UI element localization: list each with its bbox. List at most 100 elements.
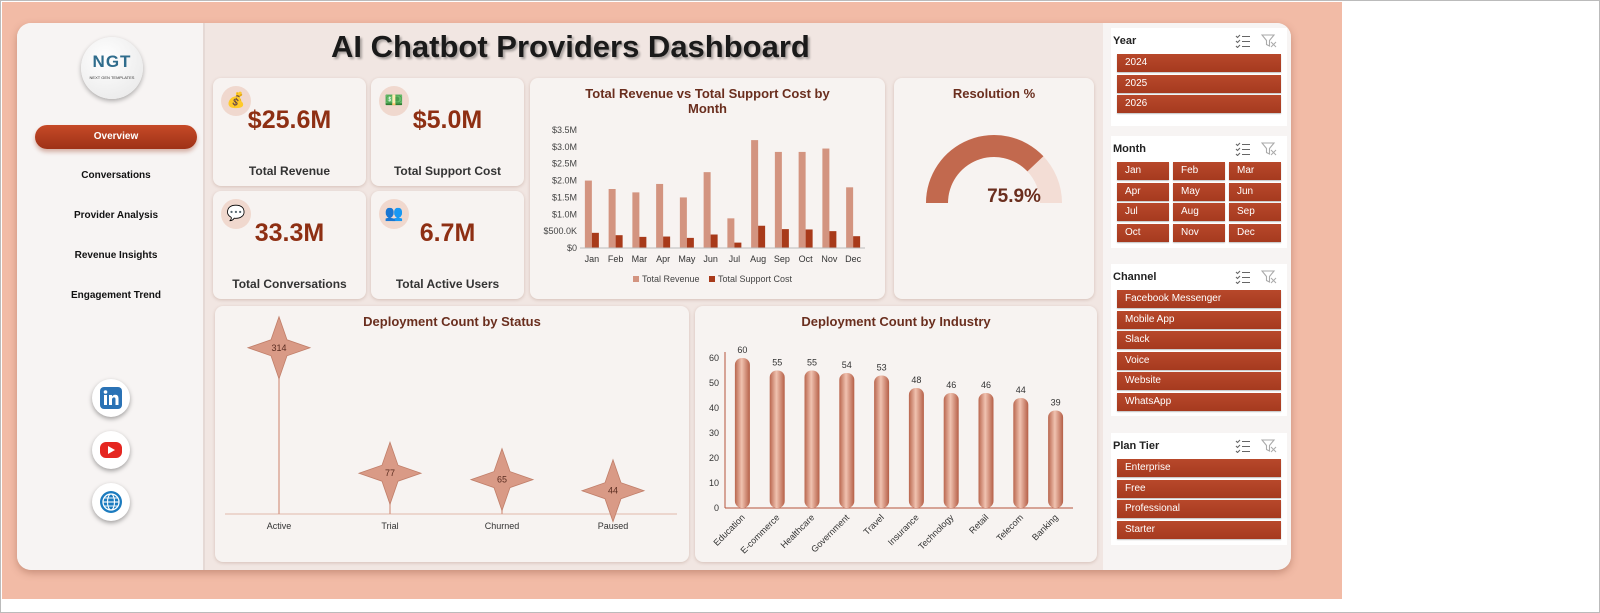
- slicer-item[interactable]: 2024: [1117, 54, 1281, 72]
- slicer-item[interactable]: Professional: [1117, 500, 1281, 519]
- slicer-item[interactable]: Facebook Messenger: [1117, 290, 1281, 308]
- x-tick-label: Jul: [729, 254, 741, 264]
- multi-select-icon[interactable]: [1235, 142, 1251, 157]
- nav-revenue-insights[interactable]: Revenue Insights: [74, 250, 158, 261]
- slicer-item[interactable]: WhatsApp: [1117, 393, 1281, 411]
- y-tick-label: 60: [709, 353, 719, 363]
- y-tick-label: 20: [709, 453, 719, 463]
- linkedin-button[interactable]: [92, 379, 130, 417]
- gauge-fill: [926, 134, 1044, 203]
- slicer-item[interactable]: Mobile App: [1117, 310, 1281, 329]
- nav-overview[interactable]: Overview: [35, 125, 197, 149]
- revenue-vs-cost-chart-card: Total Revenue vs Total Support Cost by M…: [530, 78, 885, 299]
- slicer-header: Year: [1111, 28, 1287, 52]
- slicer-header: Plan Tier: [1111, 433, 1287, 457]
- slicer-item[interactable]: Apr: [1117, 182, 1169, 201]
- page-title: AI Chatbot Providers Dashboard: [331, 29, 810, 64]
- revenue-bar: [608, 189, 616, 248]
- kpi-value: $5.0M: [412, 106, 483, 134]
- slicer-item[interactable]: Website: [1117, 372, 1281, 391]
- industry-data-label: 46: [981, 380, 991, 390]
- sidebar: NGT NEXT GEN TEMPLATES Overview Conversa…: [17, 23, 205, 570]
- kpi-label: Total Support Cost: [393, 164, 502, 178]
- slicer-item[interactable]: May: [1173, 182, 1225, 201]
- logo: NGT NEXT GEN TEMPLATES: [81, 37, 143, 99]
- slicer-item[interactable]: Aug: [1173, 203, 1225, 222]
- industry-data-label: 60: [737, 345, 747, 355]
- clear-filter-icon[interactable]: [1260, 270, 1277, 284]
- kpi-label: Total Revenue: [248, 164, 331, 178]
- resolution-gauge: 75.9%: [926, 134, 1062, 207]
- resolution-gauge-card: Resolution % 75.9%: [894, 78, 1094, 299]
- revenue-bar: [822, 148, 830, 248]
- slicer-item[interactable]: Dec: [1229, 223, 1281, 242]
- logo-subtitle: NEXT GEN TEMPLATES: [89, 75, 135, 80]
- kpi-card-total-support-cost: 💵 $5.0M Total Support Cost: [371, 78, 524, 186]
- multi-select-icon[interactable]: [1235, 439, 1251, 454]
- x-tick-label: Jan: [585, 254, 600, 264]
- revenue-vs-cost-chart: $0 $500.0K $1.0M $1.5M $2.0M $2.5M $3.0M $3.5M J…: [543, 125, 865, 284]
- chart-title: Resolution %: [952, 86, 1036, 101]
- status-data-label: 314: [271, 343, 286, 353]
- slicer-item[interactable]: Enterprise: [1117, 459, 1281, 477]
- slicer-title: Month: [1113, 143, 1146, 155]
- support-cost-bar: [805, 229, 813, 248]
- slicer-item[interactable]: Free: [1117, 479, 1281, 498]
- x-tick-label: Technology: [916, 512, 956, 552]
- revenue-bar: [703, 172, 711, 248]
- industry-data-label: 55: [772, 358, 782, 368]
- slicer-item[interactable]: Jul: [1117, 203, 1169, 222]
- revenue-bar: [679, 197, 687, 248]
- x-tick-label: Feb: [608, 254, 624, 264]
- legend-swatch-revenue: [633, 276, 639, 282]
- revenue-bar: [774, 151, 782, 248]
- support-cost-bar: [829, 231, 837, 248]
- slicer-item[interactable]: Feb: [1173, 162, 1225, 180]
- industry-data-label: 39: [1051, 398, 1061, 408]
- multi-select-icon[interactable]: [1235, 34, 1251, 49]
- industry-bar: [978, 393, 994, 508]
- x-tick-label: Retail: [967, 512, 990, 535]
- support-cost-bar: [663, 236, 671, 248]
- slicer-item[interactable]: Jun: [1229, 182, 1281, 201]
- slicer-item[interactable]: Voice: [1117, 351, 1281, 370]
- industry-bar: [1013, 398, 1029, 508]
- y-tick-label: 10: [709, 478, 719, 488]
- industry-data-label: 44: [1016, 385, 1026, 395]
- slicer-item[interactable]: 2025: [1117, 74, 1281, 93]
- clear-filter-icon[interactable]: [1260, 34, 1277, 48]
- nav-engagement-trend[interactable]: Engagement Trend: [70, 290, 161, 301]
- legend-swatch-cost: [709, 276, 715, 282]
- status-data-label: 65: [497, 475, 507, 485]
- clear-filter-icon[interactable]: [1260, 142, 1277, 156]
- website-button[interactable]: [92, 483, 130, 521]
- youtube-button[interactable]: [92, 431, 130, 469]
- clear-filter-icon[interactable]: [1260, 439, 1277, 453]
- slicer-item[interactable]: Starter: [1117, 520, 1281, 539]
- slicer-plan-tier: Plan Tier Enterprise Free Professional Start…: [1111, 433, 1287, 545]
- slicer-item[interactable]: Nov: [1173, 223, 1225, 242]
- x-tick-label: Banking: [1030, 512, 1060, 542]
- x-tick-label: Dec: [845, 254, 862, 264]
- slicer-month: Month Jan Feb Mar Apr May Jun Jul Aug Sep Oct Nov De…: [1111, 136, 1287, 248]
- chart-title: Total Revenue vs Total Support Cost by M…: [585, 86, 830, 116]
- x-tick-label: Oct: [799, 254, 814, 264]
- y-tick-label: 0: [714, 503, 719, 513]
- slicer-item[interactable]: Jan: [1117, 162, 1169, 180]
- slicer-item[interactable]: Mar: [1229, 162, 1281, 180]
- x-tick-label: Trial: [381, 521, 398, 531]
- slicer-item[interactable]: Oct: [1117, 223, 1169, 242]
- y-tick-label: 30: [709, 428, 719, 438]
- slicer-item[interactable]: Slack: [1117, 331, 1281, 350]
- multi-select-icon[interactable]: [1235, 270, 1251, 285]
- status-marker: [580, 458, 646, 523]
- nav-conversations[interactable]: Conversations: [81, 170, 151, 181]
- slicer-item[interactable]: 2026: [1117, 95, 1281, 114]
- slicer-item[interactable]: Sep: [1229, 203, 1281, 222]
- industry-data-label: 46: [946, 380, 956, 390]
- x-tick-label: Churned: [485, 521, 520, 531]
- industry-data-label: 54: [842, 360, 852, 370]
- kpi-value: 33.3M: [254, 219, 325, 247]
- nav-provider-analysis[interactable]: Provider Analysis: [73, 210, 159, 221]
